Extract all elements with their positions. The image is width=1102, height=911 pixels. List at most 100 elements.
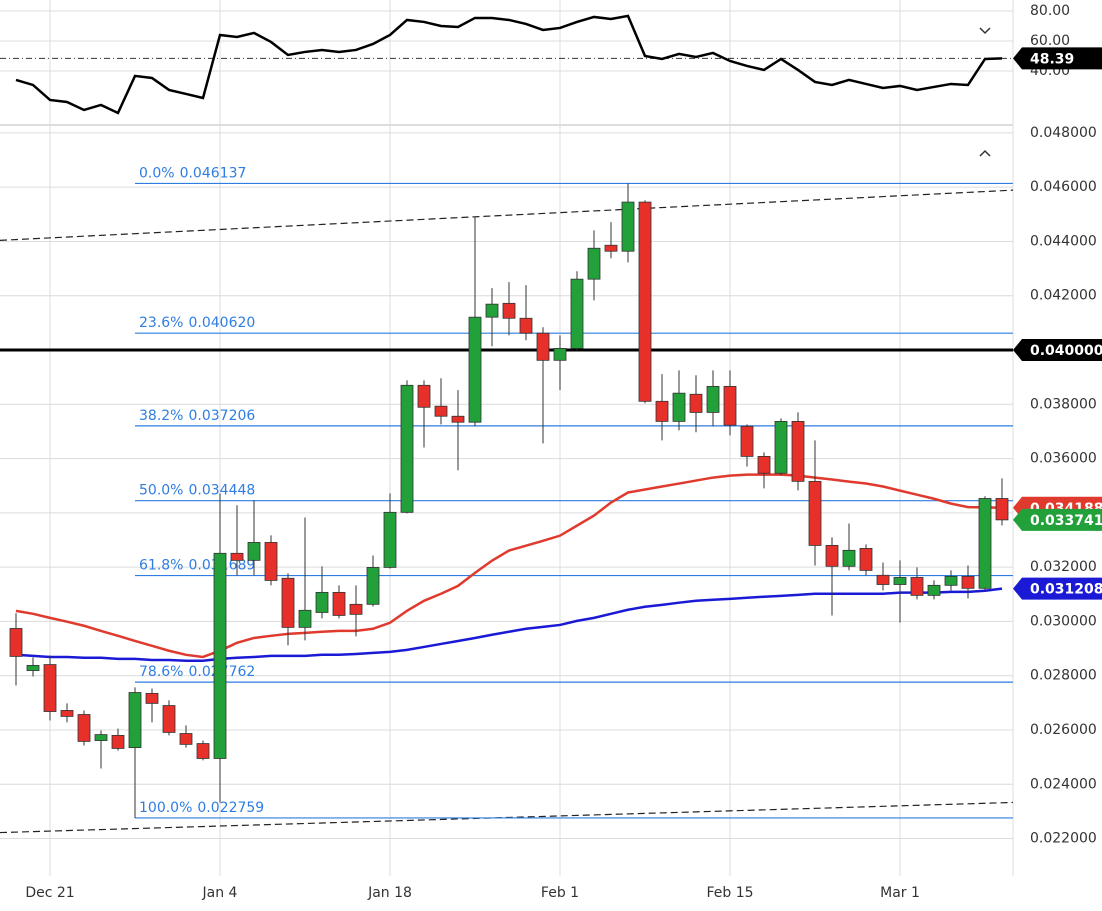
y-tick-label: 60.00 — [1030, 33, 1070, 49]
candle-body — [417, 384, 431, 408]
fib-ratio: 0.0% — [139, 165, 175, 181]
y-tick-label: 0.042000 — [1030, 288, 1097, 304]
candle-body — [128, 692, 142, 749]
candle-body — [213, 552, 227, 759]
candle-body — [247, 542, 261, 561]
y-tick-label: 0.036000 — [1030, 451, 1097, 467]
fib-value: 0.022759 — [197, 800, 264, 816]
candle-body — [570, 278, 584, 349]
candle-body — [587, 247, 601, 280]
fib-label: 50.0% 0.034448 — [139, 483, 255, 499]
candle-body — [400, 384, 414, 513]
fib-value: 0.046137 — [180, 165, 247, 181]
fib-value: 0.040620 — [188, 315, 255, 331]
candle-body — [791, 420, 805, 482]
candle-body — [706, 385, 720, 413]
collapse-button[interactable] — [979, 149, 991, 157]
candle-body — [298, 609, 312, 628]
candle-body — [740, 425, 754, 457]
x-tick-label: Jan 4 — [202, 885, 238, 901]
last-value-label-box — [1013, 47, 1102, 70]
ma-last-label: 0.031208 — [1030, 582, 1102, 598]
candle-body — [621, 201, 635, 252]
candle-body — [842, 549, 856, 567]
y-tick-label: 0.024000 — [1030, 776, 1097, 792]
candle-body — [26, 664, 40, 671]
y-tick-label: 0.028000 — [1030, 668, 1097, 684]
candle-body — [536, 332, 550, 361]
x-tick-label: Mar 1 — [880, 885, 920, 901]
candle-body — [672, 392, 686, 422]
candle-body — [757, 456, 771, 474]
collapse-button[interactable] — [979, 27, 991, 35]
candle-body — [281, 577, 295, 628]
candle-body — [859, 548, 873, 571]
candle-body — [9, 628, 23, 657]
trendline — [0, 189, 1014, 241]
fib-ratio: 78.6% — [139, 664, 183, 680]
y-tick-label: 0.026000 — [1030, 722, 1097, 738]
candle-body — [332, 591, 346, 616]
candle-body — [451, 415, 465, 423]
close-last-label-box — [1013, 508, 1102, 531]
y-tick-label: 80.00 — [1030, 3, 1070, 19]
candle-body — [43, 664, 57, 712]
candle-body — [111, 735, 125, 749]
candle-body — [60, 710, 74, 717]
candle-body — [808, 480, 822, 546]
fib-value: 0.037206 — [188, 408, 255, 424]
fib-label: 23.6% 0.040620 — [139, 315, 255, 331]
close-last-label: 0.033741 — [1030, 513, 1102, 529]
fib-ratio: 100.0% — [139, 800, 192, 816]
fib-ratio: 61.8% — [139, 558, 183, 574]
candle-body — [876, 574, 890, 585]
candle-body — [145, 692, 159, 704]
moving-average — [15, 473, 1003, 659]
candle-body — [825, 545, 839, 567]
candle-body — [927, 584, 941, 596]
candle-body — [485, 303, 499, 318]
candle-body — [995, 498, 1009, 521]
moving-average — [15, 587, 1003, 663]
candle-body — [553, 347, 567, 361]
x-tick-label: Feb 1 — [541, 885, 579, 901]
candle-body — [264, 542, 278, 581]
candle-body — [383, 511, 397, 568]
candle-body — [315, 591, 329, 613]
candle-body — [723, 385, 737, 426]
candle-body — [893, 577, 907, 585]
candle-body — [77, 714, 91, 742]
y-tick-label: 0.046000 — [1030, 179, 1097, 195]
candle-body — [604, 244, 618, 252]
candle-body — [94, 734, 108, 741]
candle-body — [349, 603, 363, 615]
y-tick-label: 0.030000 — [1030, 613, 1097, 629]
candle-body — [978, 498, 992, 589]
last-value-label: 48.39 — [1030, 51, 1074, 67]
candle-body — [655, 400, 669, 422]
rsi-line — [15, 14, 1003, 115]
fib-label: 0.0% 0.046137 — [139, 165, 246, 181]
y-tick-label: 0.032000 — [1030, 559, 1097, 575]
candle-body — [910, 577, 924, 596]
candle-body — [944, 575, 958, 586]
candle-body — [366, 567, 380, 605]
candle-body — [162, 705, 176, 733]
fib-label: 100.0% 0.022759 — [139, 800, 264, 816]
y-tick-label: 0.048000 — [1030, 125, 1097, 141]
ma-last-label-box — [1013, 577, 1102, 600]
candle-body — [502, 302, 516, 319]
fib-label: 38.2% 0.037206 — [139, 408, 255, 424]
fib-ratio: 38.2% — [139, 408, 183, 424]
candle-body — [196, 743, 210, 759]
candle-body — [689, 393, 703, 413]
y-tick-label: 0.022000 — [1030, 831, 1097, 847]
level-label: 0.040000 — [1030, 343, 1102, 359]
fib-ratio: 50.0% — [139, 483, 183, 499]
y-tick-label: 0.044000 — [1030, 233, 1097, 249]
candle-body — [961, 575, 975, 589]
y-tick-label: 0.038000 — [1030, 396, 1097, 412]
candle-body — [179, 733, 193, 745]
